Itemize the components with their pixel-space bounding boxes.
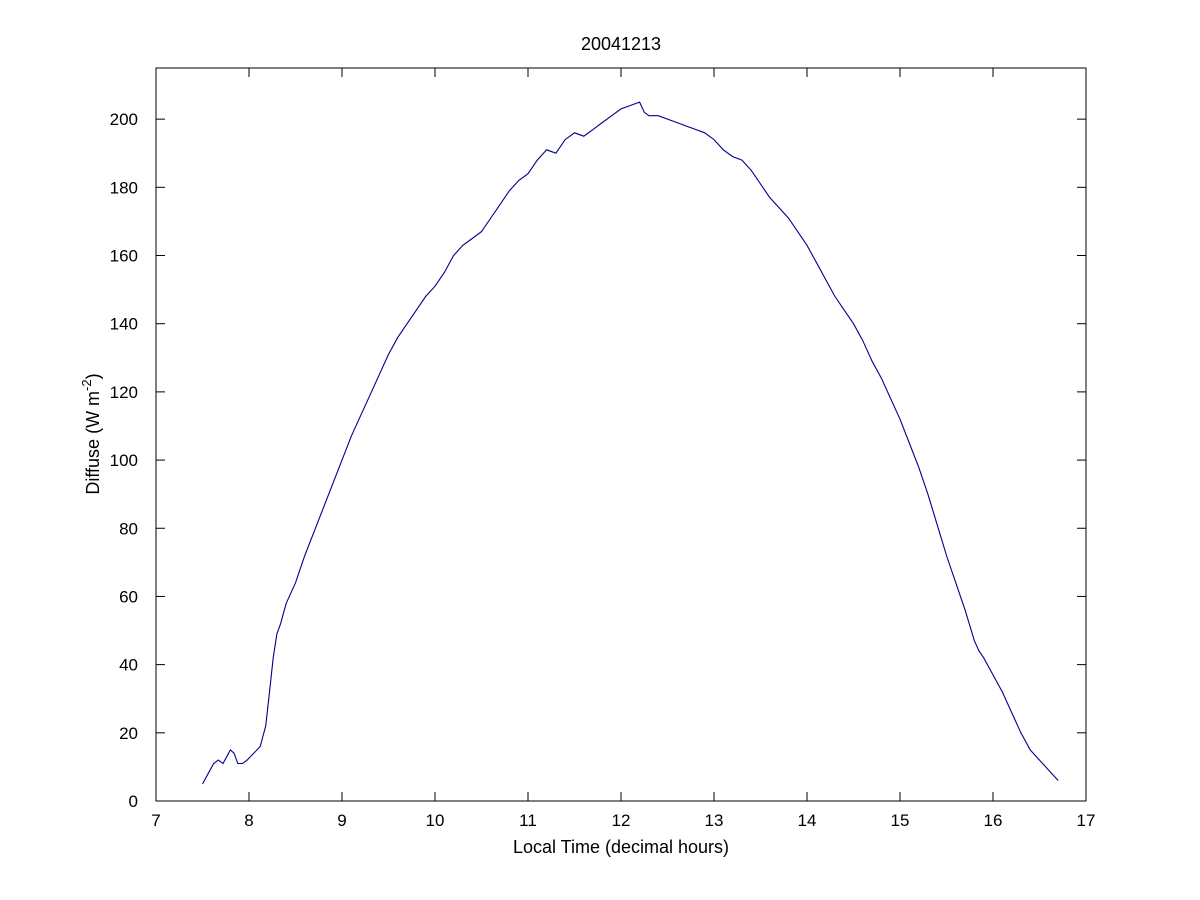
plot-background [156, 68, 1086, 801]
y-tick-label: 0 [129, 792, 138, 811]
y-tick-label: 180 [110, 178, 138, 197]
y-axis-title: Diffuse (W m-2) [79, 373, 103, 494]
y-axis-title-suffix: ) [83, 373, 103, 379]
y-tick-label: 160 [110, 247, 138, 266]
y-tick-label: 100 [110, 451, 138, 470]
x-tick-label: 10 [426, 811, 445, 830]
y-tick-label: 80 [119, 519, 138, 538]
y-tick-label: 200 [110, 110, 138, 129]
y-tick-label: 140 [110, 315, 138, 334]
x-tick-label: 17 [1077, 811, 1096, 830]
x-tick-label: 9 [337, 811, 346, 830]
y-tick-label: 40 [119, 656, 138, 675]
x-axis-title: Local Time (decimal hours) [513, 837, 729, 857]
x-tick-label: 15 [891, 811, 910, 830]
series-line [202, 101, 1059, 785]
y-axis-title-superscript: -2 [79, 379, 94, 391]
x-tick-label: 13 [705, 811, 724, 830]
y-axis-title-main: Diffuse (W m [83, 391, 103, 495]
x-tick-label: 14 [798, 811, 817, 830]
x-tick-label: 16 [984, 811, 1003, 830]
ticks-layer: 7 8 9 10 11 12 13 14 15 16 17 0 20 40 60 80 100 120 140 160… [110, 68, 1096, 830]
y-tick-label: 120 [110, 383, 138, 402]
x-tick-label: 8 [244, 811, 253, 830]
x-tick-label: 11 [519, 811, 537, 830]
y-tick-label: 20 [119, 724, 138, 743]
chart-title: 20041213 [581, 34, 661, 54]
plot-frame [155, 67, 1087, 802]
x-tick-label: 12 [612, 811, 631, 830]
y-tick-label: 60 [119, 587, 138, 606]
x-tick-label: 7 [151, 811, 160, 830]
